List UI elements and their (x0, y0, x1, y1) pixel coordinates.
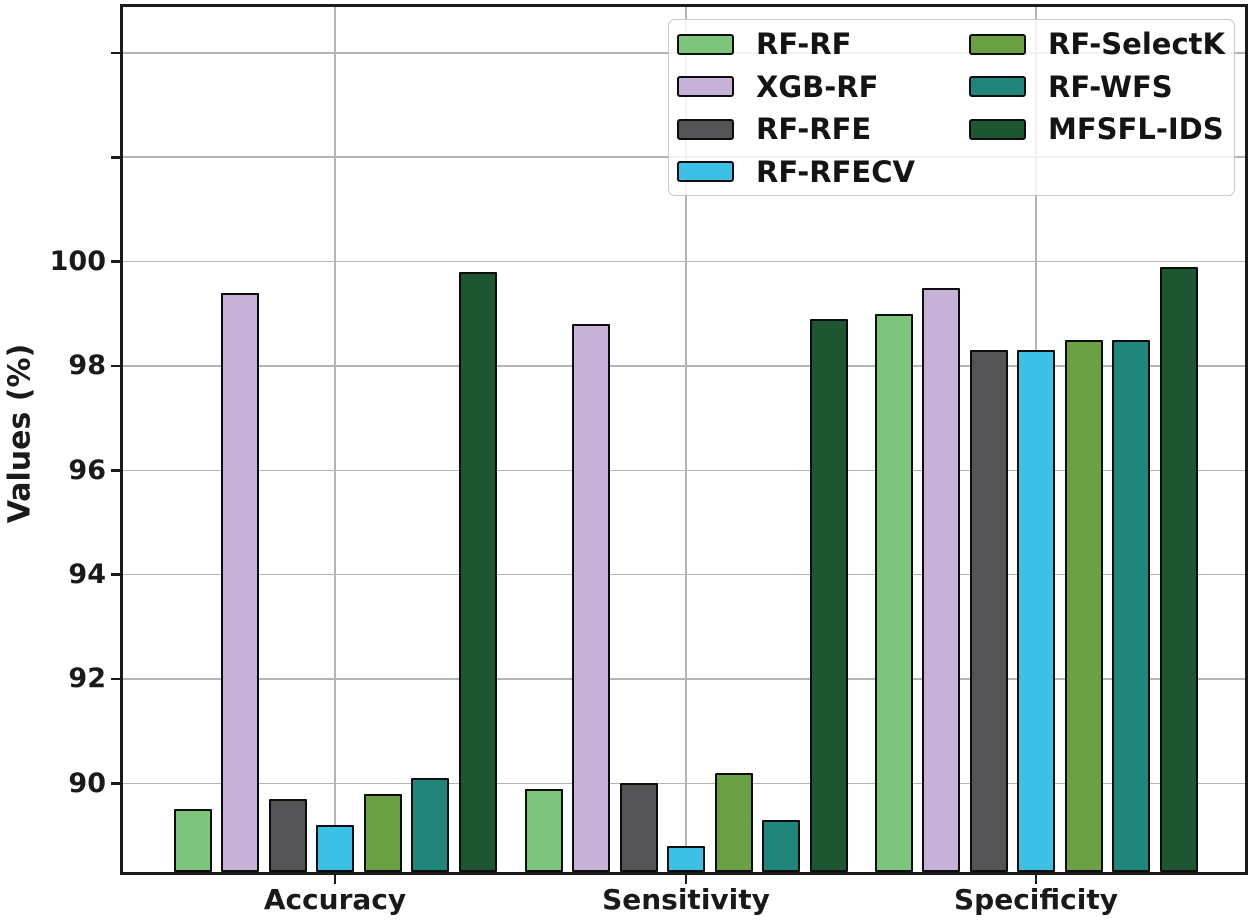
legend-column-2: RF-SelectK RF-WFS MFSFL-IDS (969, 23, 1229, 195)
x-tick-label-accuracy: Accuracy (263, 883, 407, 916)
y-tick-96 (111, 469, 120, 472)
bar-rf-rf-accuracy (173, 809, 212, 872)
legend-item-rf-rfecv: RF-RFECV (677, 151, 969, 194)
legend-item-rf-rfe: RF-RFE (677, 108, 969, 151)
y-tick-label-92: 92 (68, 663, 106, 695)
bar-rf-rfecv-sensitivity (667, 845, 705, 872)
bar-rf-rfecv-specificity (1017, 350, 1055, 872)
y-tick-label-90: 90 (68, 767, 106, 799)
bar-rf-rf-specificity (874, 313, 913, 872)
bar-rf-rfe-sensitivity (619, 783, 658, 872)
bar-rf-selectk-sensitivity (714, 772, 753, 872)
bar-mfsfl-ids-sensitivity (809, 319, 848, 872)
legend-swatch-xgb-rf (677, 76, 734, 98)
x-gridline-sensitivity (685, 7, 687, 872)
bar-rf-wfs-sensitivity (762, 819, 800, 872)
y-gridline-90 (123, 782, 1245, 785)
y-tick-100 (111, 260, 120, 263)
bar-rf-rf-sensitivity (524, 788, 563, 872)
legend-label-rf-rfe: RF-RFE (756, 112, 872, 147)
legend-label-rf-selectk: RF-SelectK (1048, 27, 1225, 62)
bar-xgb-rf-specificity (922, 287, 960, 872)
legend-item-xgb-rf: XGB-RF (677, 66, 969, 109)
y-tick-label-96: 96 (68, 454, 106, 486)
legend-item-mfsfl-ids: MFSFL-IDS (969, 108, 1229, 151)
y-tick-label-98: 98 (68, 350, 106, 382)
bar-rf-rfecv-accuracy (316, 825, 354, 872)
bar-rf-selectk-specificity (1064, 339, 1103, 872)
bar-rf-rfe-specificity (969, 350, 1008, 872)
legend-swatch-mfsfl-ids (969, 118, 1026, 140)
y-gridline-92 (123, 678, 1245, 680)
bar-xgb-rf-accuracy (221, 292, 259, 872)
legend-swatch-rf-selectk (969, 33, 1026, 55)
legend-item-rf-wfs: RF-WFS (969, 66, 1229, 109)
bar-xgb-rf-sensitivity (572, 324, 610, 872)
legend-label-rf-rf: RF-RF (756, 27, 852, 62)
y-gridline-96 (123, 469, 1245, 472)
bar-mfsfl-ids-specificity (1159, 266, 1198, 872)
legend-item-rf-selectk: RF-SelectK (969, 23, 1229, 66)
x-gridline-accuracy (334, 7, 336, 872)
legend-item-rf-rf: RF-RF (677, 23, 969, 66)
y-tick-90 (111, 782, 120, 785)
legend: RF-RF XGB-RF RF-RFE RF-RFECV RF-SelectK RF-WF… (668, 19, 1235, 196)
bar-rf-selectk-accuracy (363, 793, 402, 872)
x-tick-label-specificity: Specificity (954, 883, 1118, 916)
y-tick-102 (111, 156, 120, 159)
bar-rf-wfs-accuracy (411, 778, 449, 872)
bar-rf-wfs-specificity (1112, 339, 1150, 872)
legend-column-1: RF-RF XGB-RF RF-RFE RF-RFECV (677, 23, 969, 195)
legend-swatch-rf-rf (677, 33, 734, 55)
y-tick-92 (111, 677, 120, 681)
x-tick-accuracy (333, 875, 337, 884)
y-gridline-94 (123, 573, 1245, 576)
legend-label-rf-wfs: RF-WFS (1048, 69, 1173, 104)
y-gridline-98 (123, 365, 1245, 367)
y-tick-label-94: 94 (68, 559, 106, 591)
y-axis-label: Values (%) (2, 343, 38, 524)
legend-label-xgb-rf: XGB-RF (756, 69, 879, 104)
x-tick-specificity (1034, 875, 1038, 884)
x-tick-sensitivity (684, 875, 688, 884)
y-tick-94 (111, 573, 120, 576)
bar-rf-rfe-accuracy (268, 798, 307, 872)
y-tick-98 (111, 364, 120, 368)
x-tick-label-sensitivity: Sensitivity (602, 883, 770, 916)
legend-label-mfsfl-ids: MFSFL-IDS (1048, 112, 1224, 147)
legend-swatch-rf-rfecv (677, 161, 734, 183)
legend-label-rf-rfecv: RF-RFECV (756, 154, 915, 189)
legend-swatch-rf-wfs (969, 76, 1026, 98)
y-tick-label-100: 100 (49, 246, 106, 278)
legend-swatch-rf-rfe (677, 118, 734, 140)
y-tick-104 (111, 51, 120, 55)
y-gridline-100 (123, 260, 1245, 263)
bar-mfsfl-ids-accuracy (458, 272, 497, 872)
